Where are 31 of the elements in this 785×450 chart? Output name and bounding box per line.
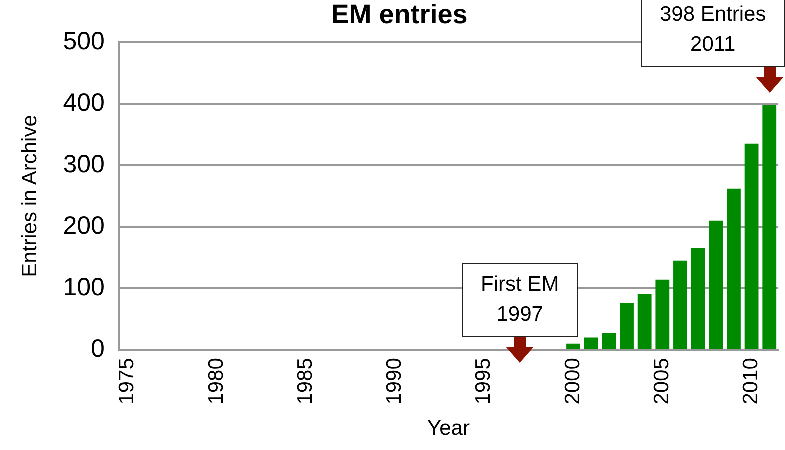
- y-tick-label: 0: [91, 334, 105, 363]
- chart-title: EM entries: [331, 0, 468, 30]
- bar: [620, 303, 634, 350]
- x-tick-label: 1975: [116, 358, 139, 405]
- y-tick-label: 400: [63, 88, 105, 117]
- bar: [744, 144, 759, 350]
- bar: [691, 248, 706, 350]
- bar: [674, 260, 688, 350]
- x-tick-label: 2000: [561, 358, 584, 405]
- x-tick-label: 1995: [472, 358, 496, 405]
- y-tick-label: 500: [63, 27, 105, 56]
- x-tick-label: 1990: [383, 358, 406, 405]
- bar: [584, 338, 598, 350]
- y-tick-label: 200: [63, 212, 105, 240]
- x-tick-label: 2010: [740, 358, 763, 405]
- bar: [566, 344, 580, 350]
- y-tick-label: 300: [63, 150, 105, 178]
- annotation: First EM 1997: [462, 263, 578, 338]
- bar: [762, 105, 777, 350]
- x-tick-label: 1985: [294, 358, 317, 405]
- bar: [656, 280, 670, 350]
- x-tick-label: 2005: [650, 358, 674, 405]
- bar: [727, 188, 741, 350]
- bar: [638, 294, 652, 350]
- annotation: 398 Entries 2011: [641, 0, 785, 68]
- y-tick-label: 100: [63, 273, 105, 302]
- bar: [602, 333, 616, 350]
- x-axis-title: Year: [428, 417, 470, 440]
- y-axis-title: Entries in Archive: [18, 115, 42, 278]
- x-tick-label: 1980: [204, 358, 228, 405]
- bar: [709, 220, 724, 350]
